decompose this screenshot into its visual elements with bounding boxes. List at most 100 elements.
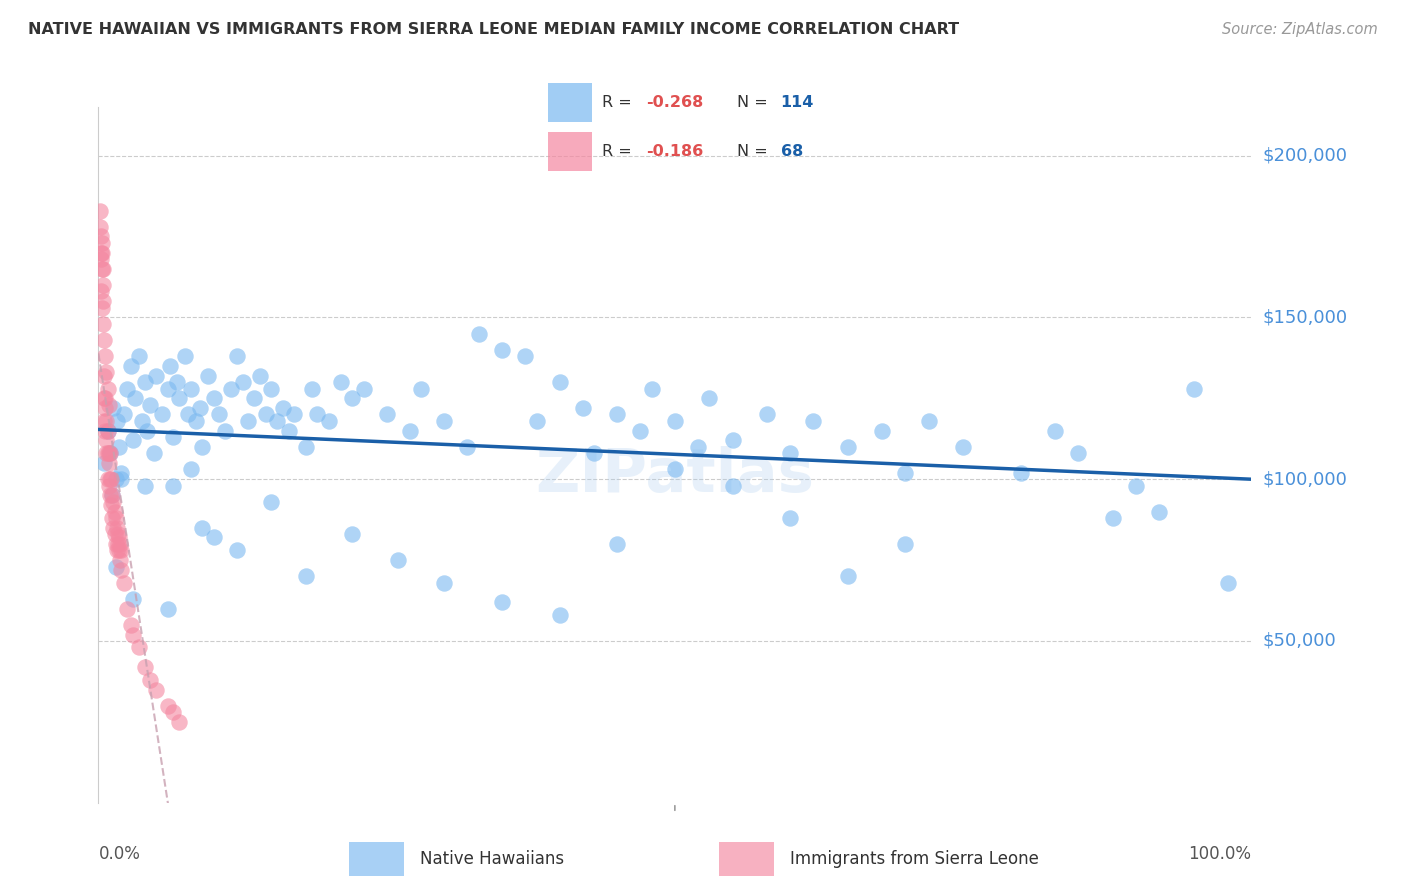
Point xyxy=(353,382,375,396)
Point xyxy=(98,446,121,460)
Point xyxy=(101,488,124,502)
Point xyxy=(254,408,277,422)
Point xyxy=(142,446,165,460)
Point xyxy=(837,569,859,583)
Point xyxy=(260,382,283,396)
Text: N =: N = xyxy=(737,95,773,110)
Text: 68: 68 xyxy=(780,145,803,160)
Point xyxy=(1067,446,1090,460)
Point xyxy=(271,401,294,415)
Point xyxy=(779,446,801,460)
Point xyxy=(295,440,318,454)
Point xyxy=(1102,511,1125,525)
Point xyxy=(340,527,363,541)
Point xyxy=(606,408,628,422)
Point xyxy=(97,472,120,486)
Text: -0.186: -0.186 xyxy=(645,145,703,160)
Text: R =: R = xyxy=(602,145,637,160)
Point xyxy=(266,414,288,428)
Point xyxy=(231,375,254,389)
Point xyxy=(249,368,271,383)
FancyBboxPatch shape xyxy=(718,842,773,876)
Point xyxy=(107,527,129,541)
Point xyxy=(103,495,125,509)
Point xyxy=(894,537,917,551)
Point xyxy=(103,527,125,541)
Point xyxy=(145,682,167,697)
Point xyxy=(238,414,260,428)
Point xyxy=(134,660,156,674)
Point xyxy=(1125,478,1147,492)
Text: 100.0%: 100.0% xyxy=(1188,845,1251,863)
Point xyxy=(94,401,117,415)
Point xyxy=(283,408,305,422)
Point xyxy=(159,359,181,373)
Point xyxy=(162,478,184,492)
Point xyxy=(97,446,120,460)
Point xyxy=(122,627,145,641)
Point xyxy=(97,446,120,460)
Point xyxy=(186,414,208,428)
Point xyxy=(110,472,132,486)
Point xyxy=(110,563,132,577)
Point xyxy=(134,375,156,389)
Point xyxy=(721,478,744,492)
Text: ZIPatlas: ZIPatlas xyxy=(536,446,814,505)
Point xyxy=(174,349,197,363)
Point xyxy=(96,446,118,460)
Point xyxy=(491,343,513,357)
Point xyxy=(98,472,121,486)
Point xyxy=(122,591,145,606)
Point xyxy=(93,456,115,470)
Point xyxy=(101,511,124,525)
Point xyxy=(387,553,409,567)
Point xyxy=(105,543,128,558)
Point xyxy=(90,229,112,244)
Point xyxy=(93,368,115,383)
Point xyxy=(135,424,157,438)
Point xyxy=(90,301,112,315)
Point xyxy=(307,408,329,422)
Point xyxy=(150,408,173,422)
Point xyxy=(103,401,125,415)
Point xyxy=(96,414,118,428)
Point xyxy=(112,575,135,590)
Point xyxy=(124,392,146,406)
Point xyxy=(104,472,127,486)
Point xyxy=(156,601,179,615)
Point xyxy=(110,543,132,558)
Point xyxy=(90,245,112,260)
Text: $100,000: $100,000 xyxy=(1263,470,1347,488)
Point xyxy=(398,424,420,438)
Point xyxy=(917,414,939,428)
Point xyxy=(1147,504,1170,518)
Point xyxy=(1218,575,1240,590)
Point xyxy=(145,368,167,383)
Point xyxy=(122,434,145,448)
Point xyxy=(225,349,247,363)
Point xyxy=(128,349,150,363)
Point xyxy=(110,553,132,567)
Point xyxy=(110,537,132,551)
Point xyxy=(120,617,142,632)
Point xyxy=(606,537,628,551)
Point xyxy=(202,531,225,545)
Point xyxy=(89,203,111,218)
Point xyxy=(837,440,859,454)
Point xyxy=(89,219,111,234)
Point xyxy=(100,472,122,486)
Point xyxy=(93,333,115,347)
Point xyxy=(98,446,121,460)
Point xyxy=(686,440,709,454)
Point xyxy=(93,392,115,406)
Point xyxy=(243,392,266,406)
Point xyxy=(177,408,200,422)
Point xyxy=(91,278,114,293)
Point xyxy=(90,252,112,267)
Point xyxy=(103,521,125,535)
Point xyxy=(104,537,127,551)
Point xyxy=(91,317,114,331)
Text: -0.268: -0.268 xyxy=(645,95,703,110)
Point xyxy=(156,698,179,713)
Point xyxy=(208,408,231,422)
